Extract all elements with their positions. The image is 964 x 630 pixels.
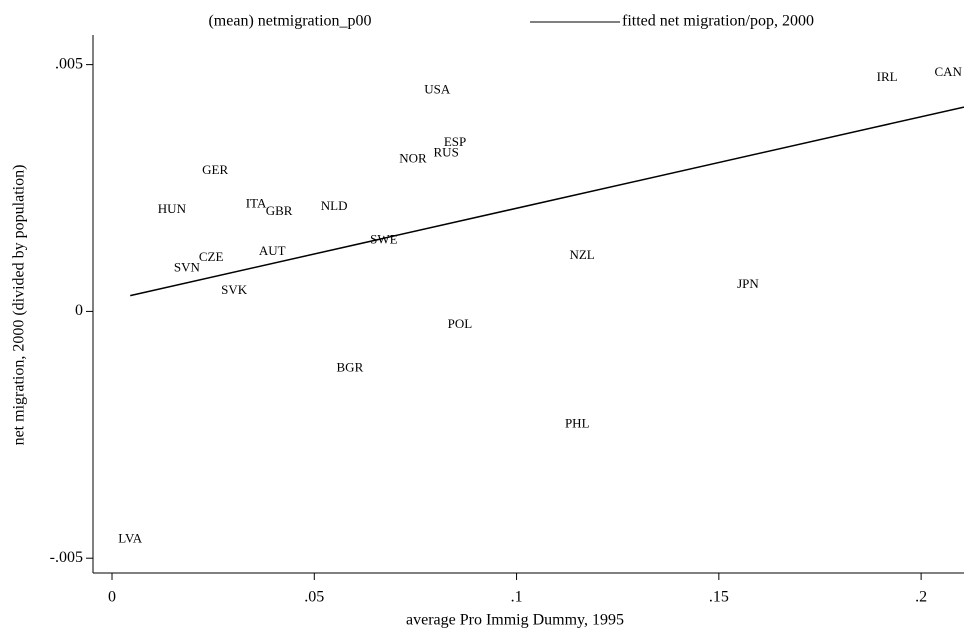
point-label: GBR bbox=[266, 203, 293, 218]
point-label: POL bbox=[448, 316, 473, 331]
y-tick-label: 0 bbox=[75, 302, 83, 319]
point-label: LVA bbox=[118, 530, 142, 545]
x-tick-label: .15 bbox=[709, 589, 729, 606]
point-label: NLD bbox=[321, 198, 348, 213]
x-axis-label: average Pro Immig Dummy, 1995 bbox=[406, 612, 624, 629]
legend-label: (mean) netmigration_p00 bbox=[208, 13, 371, 30]
y-tick-label: .005 bbox=[55, 55, 83, 72]
legend-label: fitted net migration/pop, 2000 bbox=[622, 13, 814, 30]
x-tick-label: 0 bbox=[108, 589, 116, 606]
y-tick-label: -.005 bbox=[50, 549, 83, 566]
y-axis-label: net migration, 2000 (divided by populati… bbox=[11, 165, 28, 446]
point-label: RUS bbox=[434, 144, 459, 159]
point-label: ESP bbox=[444, 134, 466, 149]
point-label: IRL bbox=[877, 69, 898, 84]
point-label: GER bbox=[202, 162, 228, 177]
x-tick-label: .05 bbox=[304, 589, 324, 606]
fit-line bbox=[130, 106, 964, 297]
point-label: CAN bbox=[934, 64, 962, 79]
point-label: JPN bbox=[737, 276, 759, 291]
point-label: USA bbox=[424, 81, 451, 96]
point-label: ITA bbox=[246, 195, 267, 210]
x-tick-label: .1 bbox=[511, 589, 523, 606]
x-tick-label: .2 bbox=[915, 589, 927, 606]
point-label: CZE bbox=[199, 249, 224, 264]
point-label: PHL bbox=[565, 415, 590, 430]
point-label: SVK bbox=[221, 282, 248, 297]
point-label: AUT bbox=[259, 243, 286, 258]
point-label: NZL bbox=[569, 247, 594, 262]
point-label: HUN bbox=[158, 201, 187, 216]
point-label: SVN bbox=[174, 259, 201, 274]
point-label: BGR bbox=[337, 360, 364, 375]
point-label: NOR bbox=[399, 150, 427, 165]
